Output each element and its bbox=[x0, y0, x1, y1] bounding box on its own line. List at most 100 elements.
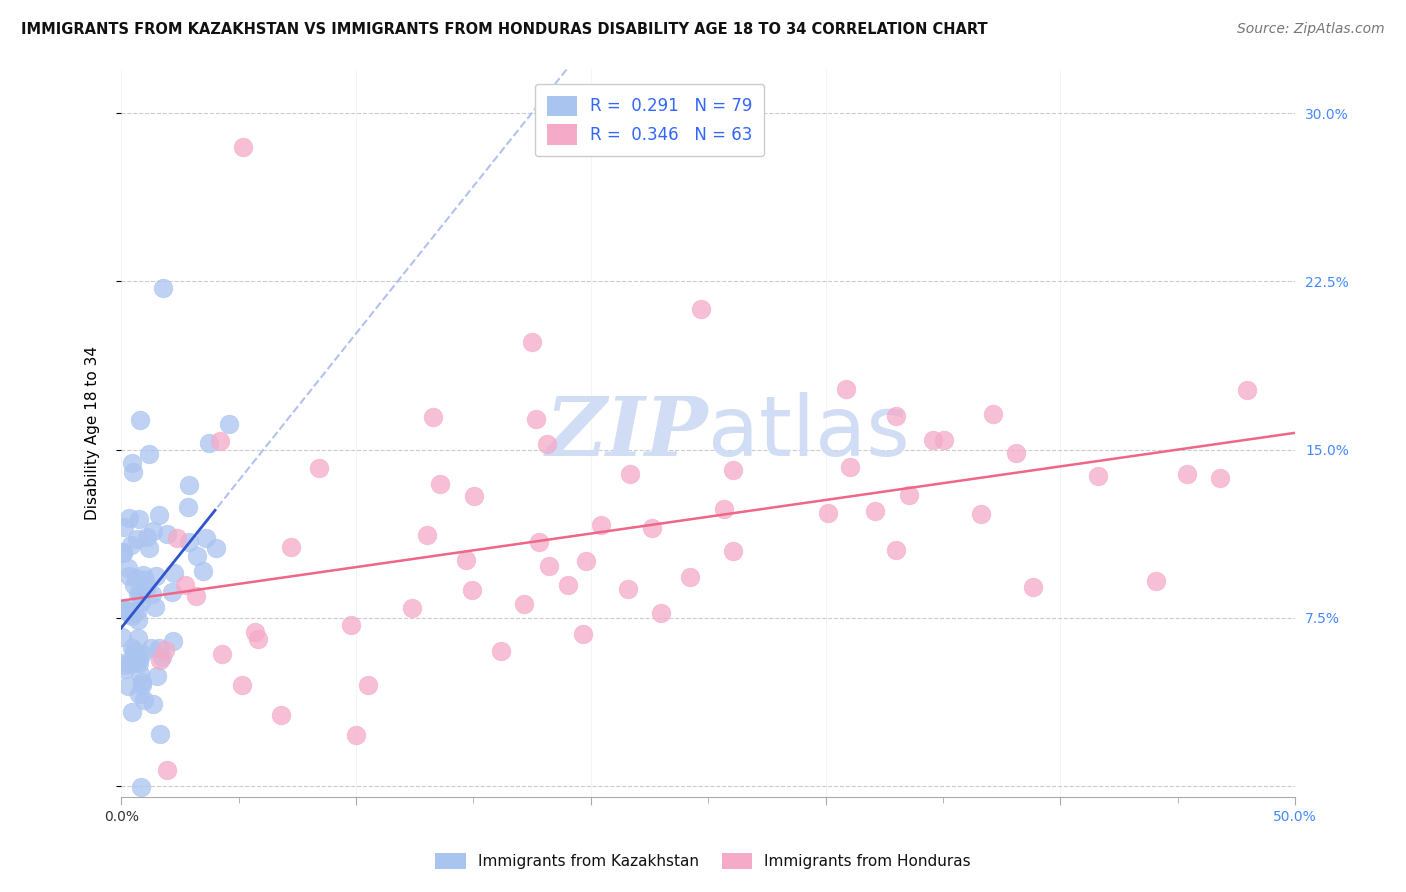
Point bbox=[114, 602, 136, 616]
Point bbox=[125, 533, 148, 547]
Point bbox=[117, 679, 139, 693]
Point bbox=[1209, 471, 1232, 485]
Point bbox=[1144, 574, 1167, 588]
Point bbox=[111, 546, 134, 560]
Point bbox=[122, 578, 145, 592]
Point bbox=[166, 531, 188, 545]
Point bbox=[340, 618, 363, 632]
Point bbox=[690, 302, 713, 317]
Point bbox=[146, 668, 169, 682]
Point bbox=[120, 538, 142, 552]
Point bbox=[111, 631, 134, 645]
Point bbox=[142, 698, 165, 712]
Point bbox=[270, 707, 292, 722]
Point bbox=[981, 407, 1004, 421]
Point bbox=[489, 644, 512, 658]
Point bbox=[122, 465, 145, 479]
Point bbox=[186, 549, 208, 564]
Point bbox=[142, 524, 165, 538]
Point bbox=[128, 652, 150, 666]
Text: 50.0%: 50.0% bbox=[1274, 810, 1317, 824]
Point bbox=[617, 582, 640, 596]
Point bbox=[127, 587, 149, 601]
Point bbox=[162, 633, 184, 648]
Point bbox=[422, 410, 444, 425]
Point bbox=[1087, 469, 1109, 483]
Point bbox=[132, 693, 155, 707]
Text: ZIP: ZIP bbox=[546, 392, 709, 473]
Point bbox=[128, 656, 150, 670]
Point bbox=[121, 608, 143, 623]
Point bbox=[865, 504, 887, 518]
Point bbox=[884, 543, 907, 558]
Point bbox=[131, 675, 153, 690]
Point bbox=[198, 435, 221, 450]
Point bbox=[461, 583, 484, 598]
Legend: Immigrants from Kazakhstan, Immigrants from Honduras: Immigrants from Kazakhstan, Immigrants f… bbox=[429, 847, 977, 875]
Point bbox=[922, 434, 945, 448]
Point bbox=[246, 632, 269, 646]
Point bbox=[463, 489, 485, 503]
Point bbox=[150, 649, 173, 664]
Point bbox=[308, 461, 330, 475]
Point bbox=[650, 606, 672, 620]
Point bbox=[118, 569, 141, 583]
Point bbox=[112, 601, 135, 615]
Point bbox=[129, 595, 152, 609]
Point bbox=[970, 507, 993, 521]
Point bbox=[110, 656, 132, 670]
Point bbox=[122, 651, 145, 665]
Point bbox=[513, 597, 536, 611]
Point bbox=[209, 434, 232, 448]
Point bbox=[148, 640, 170, 655]
Point bbox=[232, 140, 254, 154]
Point bbox=[128, 512, 150, 526]
Point bbox=[156, 764, 179, 778]
Point bbox=[155, 643, 177, 657]
Point bbox=[129, 588, 152, 602]
Point bbox=[145, 569, 167, 583]
Point bbox=[934, 433, 956, 447]
Point bbox=[177, 500, 200, 514]
Point bbox=[619, 467, 641, 481]
Point bbox=[129, 413, 152, 427]
Point bbox=[529, 535, 551, 549]
Point bbox=[121, 456, 143, 470]
Point bbox=[177, 478, 200, 492]
Point bbox=[591, 517, 613, 532]
Point bbox=[1005, 446, 1028, 460]
Point bbox=[117, 561, 139, 575]
Point bbox=[136, 530, 159, 544]
Point bbox=[194, 531, 217, 545]
Point bbox=[134, 573, 156, 587]
Text: IMMIGRANTS FROM KAZAKHSTAN VS IMMIGRANTS FROM HONDURAS DISABILITY AGE 18 TO 34 C: IMMIGRANTS FROM KAZAKHSTAN VS IMMIGRANTS… bbox=[21, 22, 987, 37]
Point bbox=[713, 502, 735, 516]
Point bbox=[125, 604, 148, 618]
Point bbox=[186, 589, 208, 603]
Point bbox=[125, 571, 148, 585]
Point bbox=[112, 520, 135, 534]
Point bbox=[162, 585, 184, 599]
Point bbox=[138, 541, 160, 556]
Point bbox=[115, 604, 138, 618]
Point bbox=[838, 459, 860, 474]
Legend: R =  0.291   N = 79, R =  0.346   N = 63: R = 0.291 N = 79, R = 0.346 N = 63 bbox=[534, 84, 763, 156]
Point bbox=[537, 558, 560, 573]
Point bbox=[132, 567, 155, 582]
Point bbox=[114, 662, 136, 676]
Point bbox=[416, 528, 439, 542]
Point bbox=[174, 578, 197, 592]
Point bbox=[571, 627, 593, 641]
Point bbox=[231, 678, 253, 692]
Point bbox=[243, 625, 266, 640]
Point bbox=[128, 667, 150, 681]
Point bbox=[429, 477, 451, 491]
Point bbox=[536, 437, 558, 451]
Point bbox=[163, 566, 186, 580]
Point bbox=[131, 647, 153, 661]
Text: atlas: atlas bbox=[709, 392, 910, 474]
Point bbox=[204, 541, 226, 555]
Point bbox=[1236, 384, 1258, 398]
Point bbox=[120, 605, 142, 619]
Point bbox=[131, 678, 153, 692]
